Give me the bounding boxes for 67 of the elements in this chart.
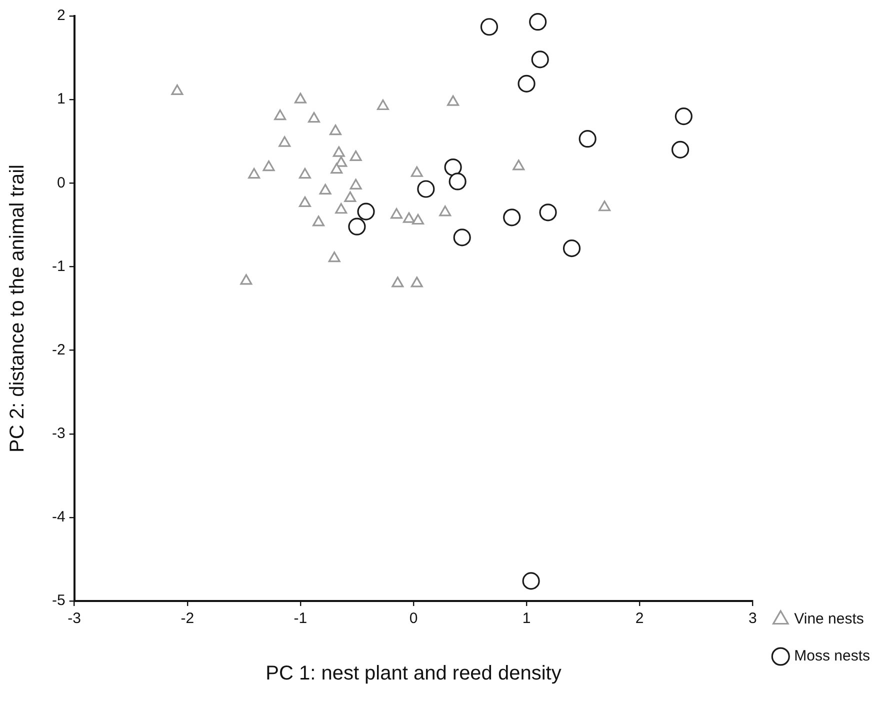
legend-label: Moss nests — [794, 648, 870, 665]
point — [319, 184, 332, 194]
point — [357, 202, 375, 220]
point — [298, 196, 311, 207]
x-tick-label: 1 — [522, 610, 531, 628]
point — [448, 172, 466, 190]
point — [330, 162, 343, 174]
y-tick-label: -2 — [52, 341, 66, 358]
point — [522, 572, 540, 590]
point — [308, 112, 320, 123]
point — [171, 84, 184, 96]
point — [298, 168, 311, 179]
point — [453, 228, 471, 246]
point — [412, 214, 424, 225]
point — [598, 200, 611, 212]
y-tick-label: -5 — [52, 592, 66, 610]
point — [480, 18, 498, 36]
y-tick-label: 1 — [56, 90, 66, 108]
legend-label: Vine nests — [794, 610, 864, 628]
point — [531, 50, 549, 68]
point — [447, 95, 460, 106]
y-axis-title: PC 2: distance to the animal trail — [6, 164, 29, 452]
y-tick-label: -3 — [52, 425, 66, 442]
point — [348, 218, 366, 236]
point — [410, 166, 423, 177]
point — [390, 208, 403, 219]
point — [344, 191, 356, 202]
x-tick-label: -1 — [294, 610, 308, 628]
y-tick-label: -4 — [52, 508, 66, 526]
point — [439, 206, 452, 216]
point — [328, 252, 340, 262]
point — [335, 203, 348, 214]
point — [444, 158, 462, 176]
point — [512, 160, 525, 170]
point — [262, 160, 275, 172]
x-axis-title: PC 1: nest plant and reed density — [266, 662, 562, 685]
point — [248, 168, 260, 179]
point — [392, 276, 404, 288]
point — [539, 204, 557, 222]
y-tick-label: 2 — [56, 7, 66, 24]
y-tick-label: -1 — [52, 258, 66, 275]
x-tick-label: -2 — [180, 610, 194, 628]
point — [350, 178, 362, 190]
point — [274, 109, 286, 120]
point — [376, 99, 389, 110]
y-tick-label: 0 — [56, 174, 66, 192]
point — [312, 216, 325, 226]
point — [240, 274, 252, 285]
point — [562, 240, 581, 258]
point — [671, 140, 690, 159]
point — [529, 13, 547, 31]
point — [294, 92, 306, 104]
point — [402, 212, 415, 223]
point — [518, 74, 536, 92]
point — [332, 146, 345, 157]
x-tick-label: -3 — [68, 610, 82, 628]
point — [278, 136, 291, 147]
x-tick-label: 0 — [409, 610, 418, 628]
point — [674, 107, 692, 126]
point — [410, 276, 423, 288]
x-tick-label: 2 — [635, 610, 644, 628]
point — [503, 208, 521, 226]
point — [417, 180, 435, 198]
x-tick-label: 3 — [748, 610, 757, 628]
point — [350, 150, 362, 162]
point — [578, 130, 596, 148]
point — [329, 124, 342, 136]
